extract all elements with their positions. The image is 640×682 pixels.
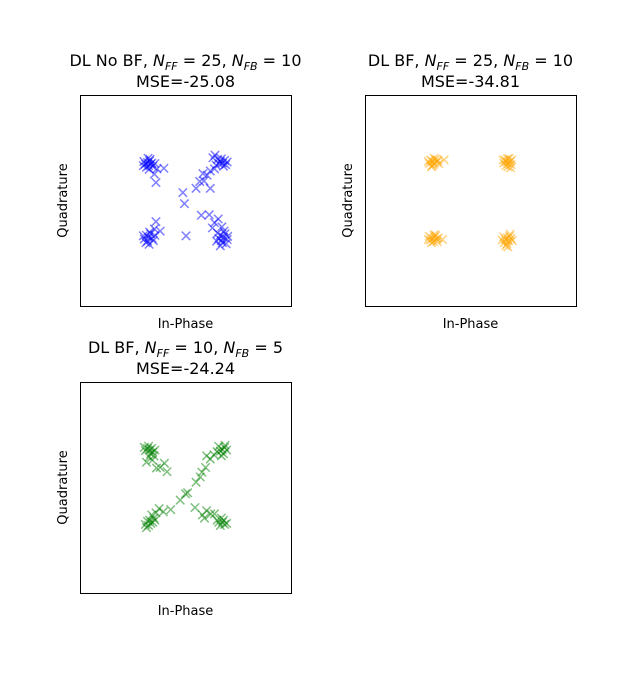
data-point: [505, 229, 515, 239]
data-point: [210, 150, 220, 160]
y-axis-label: Quadrature: [341, 163, 356, 237]
data-point: [155, 226, 165, 236]
data-point: [190, 502, 200, 513]
data-point: [423, 156, 434, 167]
subplot-title: DL No BF, NFF = 25, NFB = 10: [69, 51, 301, 73]
data-point: [222, 231, 233, 242]
scatter-series: [139, 440, 232, 533]
x-axis-label: In-Phase: [158, 317, 214, 332]
data-point: [432, 236, 442, 247]
data-point: [217, 222, 227, 232]
data-point: [197, 510, 208, 520]
data-point: [150, 515, 160, 525]
axes-frame: [365, 95, 577, 307]
x-axis-label: In-Phase: [443, 317, 499, 332]
data-point: [162, 466, 172, 477]
data-point: [205, 183, 216, 194]
axes-frame: [80, 382, 292, 594]
data-point: [181, 231, 191, 241]
data-point: [506, 155, 517, 165]
data-point: [159, 163, 169, 174]
axes-frame: [80, 95, 292, 307]
data-point: [204, 210, 214, 220]
data-point: [195, 176, 205, 187]
data-point: [498, 155, 508, 165]
data-point: [209, 509, 220, 519]
subplot-title: DL BF, NFF = 10, NFB = 5: [88, 338, 283, 360]
data-point: [221, 239, 231, 249]
data-point: [196, 210, 207, 221]
data-point: [151, 216, 161, 227]
data-point: [220, 440, 230, 451]
data-point: [505, 163, 516, 173]
data-point: [178, 187, 188, 198]
data-point: [138, 231, 149, 241]
data-point: [149, 169, 160, 179]
data-point: [179, 198, 190, 209]
data-point: [151, 177, 161, 188]
data-point: [165, 504, 176, 515]
data-point: [439, 155, 449, 165]
data-point: [151, 463, 162, 473]
subplot-title: DL BF, NFF = 25, NFB = 10: [368, 51, 573, 73]
data-point: [147, 510, 157, 520]
mse-label: MSE=-34.81: [421, 72, 520, 91]
mse-label: MSE=-24.24: [136, 359, 235, 378]
data-point: [138, 160, 149, 171]
data-point: [503, 162, 513, 172]
scatter-series: [423, 153, 517, 252]
data-point: [144, 227, 155, 237]
y-axis-label: Quadrature: [56, 450, 71, 524]
data-point: [140, 519, 151, 530]
data-point: [159, 458, 170, 468]
data-point: [209, 217, 220, 228]
data-point: [158, 507, 169, 517]
data-point: [191, 183, 201, 194]
data-point: [144, 239, 154, 250]
mse-label: MSE=-25.08: [136, 72, 235, 91]
data-point: [503, 242, 513, 252]
data-point: [195, 472, 206, 482]
data-point: [437, 234, 448, 245]
data-point: [207, 223, 218, 233]
data-point: [143, 153, 153, 164]
data-point: [149, 224, 160, 234]
data-point: [211, 236, 222, 246]
data-point: [175, 495, 185, 505]
data-point: [222, 157, 232, 167]
y-axis-label: Quadrature: [56, 163, 71, 237]
data-point: [198, 168, 208, 179]
data-point: [201, 451, 212, 461]
data-point: [149, 451, 159, 461]
data-point: [429, 230, 439, 240]
x-axis-label: In-Phase: [158, 604, 214, 619]
scatter-series: [138, 150, 233, 251]
